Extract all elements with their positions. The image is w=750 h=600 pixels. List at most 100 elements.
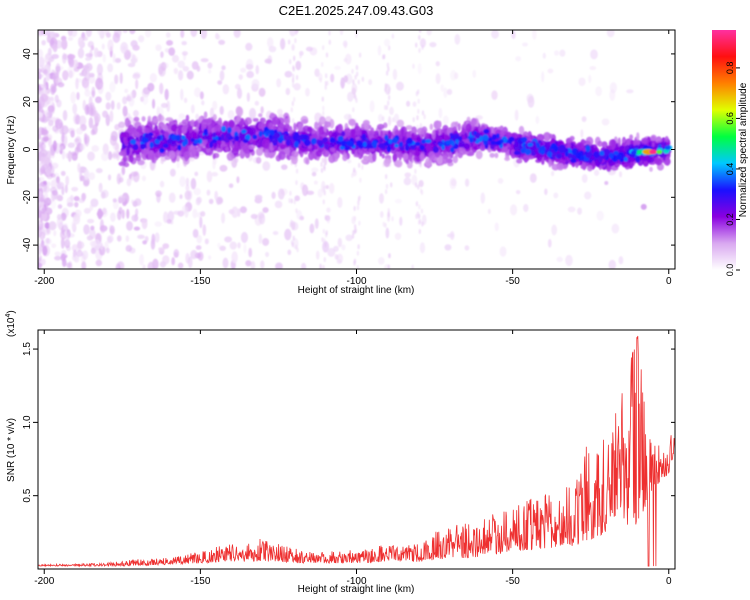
- spectrogram-cell: [54, 94, 59, 103]
- spectrogram-cell: [289, 190, 292, 196]
- spectrogram-cell: [384, 141, 390, 146]
- spectrogram-cell: [236, 106, 244, 117]
- spectrogram-cell: [572, 149, 577, 156]
- spectrogram-cell: [334, 65, 341, 70]
- spectrogram-cell: [67, 142, 75, 148]
- spectrogram-cell: [630, 150, 637, 155]
- spectrogram-cell: [211, 139, 217, 144]
- spectrogram-cell: [55, 176, 60, 184]
- spectrogram-cell: [171, 134, 178, 141]
- spectrogram-cell: [56, 181, 65, 190]
- spectrogram-cell: [442, 115, 449, 126]
- spectrogram-cell: [151, 233, 156, 245]
- spectrogram-cell: [649, 166, 653, 172]
- spectrogram-cell: [353, 260, 356, 266]
- spectrogram-cell: [428, 151, 436, 161]
- spectrogram-cell: [558, 144, 567, 154]
- spectrogram-cell: [435, 61, 440, 67]
- spectrogram-cell: [544, 143, 549, 151]
- spectrogram-cell: [199, 91, 204, 100]
- spectrogram-cell: [387, 208, 390, 214]
- spectrogram-cell: [553, 192, 559, 199]
- spectrogram-cell: [529, 173, 537, 183]
- snr-y-axis-label: SNR (10 * v/v): [6, 418, 17, 482]
- spectrogram-cell: [353, 215, 357, 221]
- spectrogram-cell: [322, 199, 325, 205]
- spectrogram-cell: [102, 143, 109, 155]
- spectrogram-cell: [323, 156, 328, 166]
- spectrogram-cell: [386, 62, 390, 68]
- spectrogram-cell: [377, 45, 382, 56]
- spectrogram-cell: [352, 167, 356, 173]
- spectrogram-cell: [341, 244, 346, 251]
- spectrogram-cell: [187, 256, 193, 269]
- spectrogram-cell: [167, 210, 175, 222]
- spectrogram-cell: [390, 143, 396, 152]
- spectrogram-cell: [458, 140, 465, 148]
- spectrogram-cell: [262, 207, 269, 213]
- spectrogram-cell: [290, 239, 294, 245]
- spectrogram-cell: [381, 116, 385, 122]
- spectrogram-cell: [521, 136, 528, 143]
- spectrogram-cell: [38, 48, 44, 60]
- spectrogram-cell: [217, 242, 221, 249]
- spectrogram-cell: [647, 157, 655, 163]
- spectrogram-cell: [236, 87, 243, 99]
- spectrogram-cell: [444, 244, 452, 251]
- spectrogram-cell: [378, 143, 384, 149]
- spectrogram-cell: [216, 34, 221, 40]
- spectrogram-cell: [487, 208, 491, 215]
- spectrogram-cell: [269, 112, 275, 119]
- spectrogram-cell: [417, 219, 421, 225]
- colorbar-tick-label: 0.6: [725, 112, 735, 125]
- spectrogram-cell: [43, 77, 47, 88]
- spectrogram-cell: [84, 82, 90, 92]
- spectrogram-cell: [116, 102, 121, 110]
- spectrogram-y-tick-label: -40: [22, 237, 33, 252]
- spectrogram-cell: [452, 133, 459, 140]
- spectrogram-cell: [556, 256, 563, 263]
- spectrogram-cell: [124, 88, 129, 94]
- spectrogram-cell: [283, 133, 289, 141]
- spectrogram-cell: [51, 85, 57, 93]
- snr-panel: -200 -150 -100 -50 0 0.5 1.0 1.5 Height of stra…: [5, 310, 676, 595]
- spectrogram-cell: [271, 191, 276, 200]
- spectrogram-cell: [46, 30, 51, 36]
- spectrogram-cell: [388, 139, 393, 144]
- spectrogram-cell: [122, 96, 128, 105]
- spectrogram-cell: [339, 30, 344, 36]
- spectrogram-cell: [309, 223, 315, 234]
- spectrogram-cell: [319, 116, 326, 125]
- spectrogram-cell: [313, 180, 318, 185]
- spectrogram-cell: [359, 177, 362, 183]
- spectrogram-cell: [67, 53, 76, 60]
- spectrogram-cell: [261, 138, 270, 149]
- spectrogram-cell: [421, 139, 426, 144]
- spectrogram-cell: [271, 139, 278, 144]
- spectrogram-cell: [67, 36, 74, 41]
- spectrogram-cell: [392, 117, 395, 123]
- spectrogram-cell: [245, 63, 254, 70]
- spectrogram-cell: [43, 191, 49, 202]
- spectrogram-cell: [322, 105, 325, 111]
- spectrogram-cell: [96, 63, 103, 76]
- spectrogram-cell: [434, 130, 439, 135]
- spectrogram-cell: [52, 140, 57, 152]
- spectrogram-cell: [68, 57, 75, 68]
- spectrogram-cell: [518, 125, 525, 135]
- spectrogram-cell: [544, 188, 548, 196]
- spectrogram-cell: [208, 198, 214, 205]
- spectrogram-cell: [109, 110, 114, 123]
- spectrogram-cell: [587, 164, 593, 172]
- spectrogram-cell: [147, 261, 155, 269]
- spectrogram-cell: [293, 83, 301, 91]
- spectrogram-cell: [355, 65, 359, 71]
- spectrogram-cell: [351, 233, 355, 239]
- spectrogram-cell: [324, 242, 327, 248]
- spectrogram-cell: [38, 183, 42, 188]
- spectrogram-cell: [405, 159, 410, 165]
- spectrogram-cell: [297, 123, 303, 132]
- spectrogram-cell: [60, 253, 67, 262]
- spectrogram-cell: [324, 73, 328, 79]
- spectrogram-cell: [227, 126, 232, 134]
